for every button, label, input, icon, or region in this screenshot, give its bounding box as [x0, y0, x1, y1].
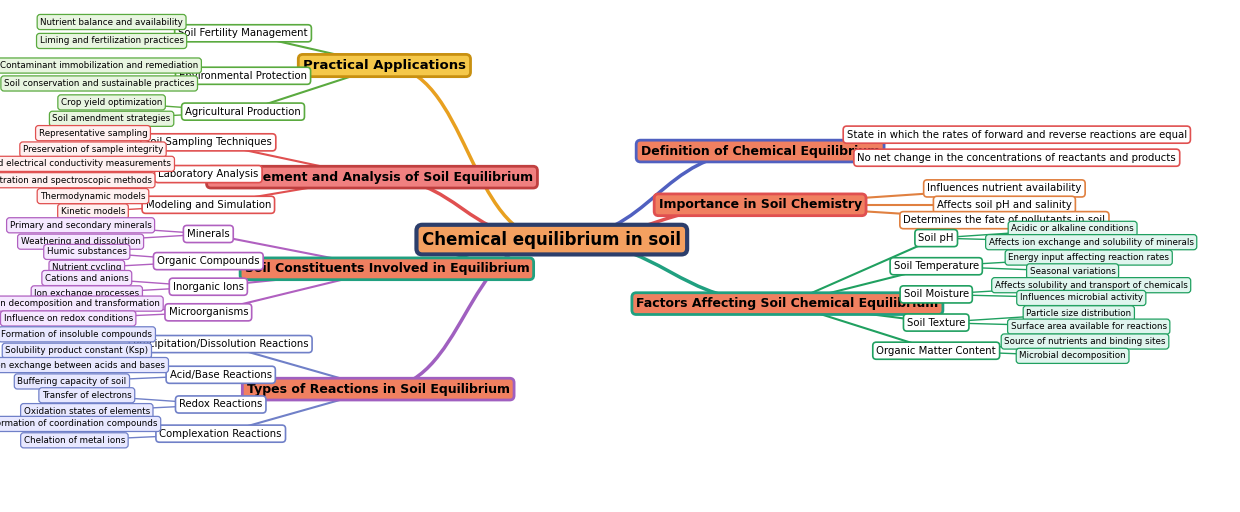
Text: Soil conservation and sustainable practices: Soil conservation and sustainable practi…	[4, 79, 195, 88]
Text: Source of nutrients and binding sites: Source of nutrients and binding sites	[1004, 337, 1166, 346]
Text: No net change in the concentrations of reactants and products: No net change in the concentrations of r…	[857, 153, 1177, 163]
Text: Oxidation states of elements: Oxidation states of elements	[24, 407, 150, 416]
Text: Formation of coordination compounds: Formation of coordination compounds	[0, 419, 157, 429]
Text: Particle size distribution: Particle size distribution	[1027, 309, 1131, 318]
Text: Liming and fertilization practices: Liming and fertilization practices	[40, 36, 184, 46]
Text: Types of Reactions in Soil Equilibrium: Types of Reactions in Soil Equilibrium	[247, 382, 510, 396]
Text: Determines the fate of pollutants in soil: Determines the fate of pollutants in soi…	[904, 215, 1105, 225]
Text: Microbial decomposition: Microbial decomposition	[1019, 351, 1126, 360]
Text: Soil amendment strategies: Soil amendment strategies	[52, 114, 171, 123]
Text: Organic Matter Content: Organic Matter Content	[877, 346, 996, 356]
Text: Formation of insoluble compounds: Formation of insoluble compounds	[1, 330, 153, 339]
Text: Agricultural Production: Agricultural Production	[185, 106, 301, 117]
Text: Soil pH: Soil pH	[919, 233, 954, 243]
Text: State in which the rates of forward and reverse reactions are equal: State in which the rates of forward and …	[847, 130, 1187, 140]
Text: Weathering and dissolution: Weathering and dissolution	[21, 237, 140, 246]
Text: Surface area available for reactions: Surface area available for reactions	[1011, 322, 1167, 331]
Text: Seasonal variations: Seasonal variations	[1029, 267, 1116, 276]
Text: Transfer of electrons: Transfer of electrons	[42, 391, 131, 400]
Text: Influences microbial activity: Influences microbial activity	[1019, 293, 1143, 303]
Text: Affects solubility and transport of chemicals: Affects solubility and transport of chem…	[994, 281, 1188, 290]
Text: Redox Reactions: Redox Reactions	[179, 399, 263, 410]
Text: Representative sampling: Representative sampling	[38, 129, 148, 138]
Text: Influence on redox conditions: Influence on redox conditions	[4, 314, 133, 323]
Text: Cations and anions: Cations and anions	[45, 273, 129, 283]
Text: Modeling and Simulation: Modeling and Simulation	[145, 200, 272, 210]
Text: Nutrient cycling: Nutrient cycling	[52, 263, 122, 272]
Text: Acidic or alkaline conditions: Acidic or alkaline conditions	[1012, 224, 1133, 233]
Text: Crop yield optimization: Crop yield optimization	[61, 98, 162, 107]
Text: Primary and secondary minerals: Primary and secondary minerals	[10, 221, 151, 230]
Text: Microorganisms: Microorganisms	[169, 307, 248, 317]
Text: Practical Applications: Practical Applications	[303, 59, 466, 72]
Text: Minerals: Minerals	[187, 229, 229, 239]
Text: Importance in Soil Chemistry: Importance in Soil Chemistry	[658, 198, 862, 211]
Text: Role in decomposition and transformation: Role in decomposition and transformation	[0, 299, 160, 308]
Text: Soil Constituents Involved in Equilibrium: Soil Constituents Involved in Equilibriu…	[244, 262, 529, 275]
Text: Inorganic Ions: Inorganic Ions	[172, 282, 244, 292]
Text: Soil Sampling Techniques: Soil Sampling Techniques	[144, 137, 273, 147]
Text: Preservation of sample integrity: Preservation of sample integrity	[22, 145, 164, 154]
Text: Affects soil pH and salinity: Affects soil pH and salinity	[937, 200, 1071, 210]
Text: Factors Affecting Soil Chemical Equilibrium: Factors Affecting Soil Chemical Equilibr…	[636, 297, 939, 310]
Text: Chelation of metal ions: Chelation of metal ions	[24, 436, 125, 445]
Text: Complexation Reactions: Complexation Reactions	[160, 429, 281, 439]
Text: Environmental Protection: Environmental Protection	[179, 71, 308, 81]
Text: Soil Texture: Soil Texture	[906, 317, 966, 328]
Text: Precipitation/Dissolution Reactions: Precipitation/Dissolution Reactions	[133, 339, 309, 349]
Text: Buffering capacity of soil: Buffering capacity of soil	[17, 377, 126, 386]
Text: Energy input affecting reaction rates: Energy input affecting reaction rates	[1008, 253, 1169, 262]
Text: Chemical equilibrium in soil: Chemical equilibrium in soil	[423, 230, 681, 249]
Text: Contaminant immobilization and remediation: Contaminant immobilization and remediati…	[0, 61, 198, 70]
Text: Humic substances: Humic substances	[47, 247, 126, 257]
Text: Ion exchange processes: Ion exchange processes	[35, 289, 139, 298]
Text: Soil Temperature: Soil Temperature	[894, 261, 978, 271]
Text: Acid/Base Reactions: Acid/Base Reactions	[170, 370, 272, 380]
Text: Nutrient balance and availability: Nutrient balance and availability	[40, 17, 184, 27]
Text: Solubility product constant (Ksp): Solubility product constant (Ksp)	[5, 346, 149, 355]
Text: Soil Fertility Management: Soil Fertility Management	[179, 28, 308, 38]
Text: Thermodynamic models: Thermodynamic models	[40, 191, 146, 201]
Text: pH and electrical conductivity measurements: pH and electrical conductivity measureme…	[0, 159, 171, 168]
Text: Titration and spectroscopic methods: Titration and spectroscopic methods	[0, 176, 153, 185]
Text: Measurement and Analysis of Soil Equilibrium: Measurement and Analysis of Soil Equilib…	[211, 170, 533, 184]
Text: Proton exchange between acids and bases: Proton exchange between acids and bases	[0, 360, 165, 370]
Text: Influences nutrient availability: Influences nutrient availability	[928, 183, 1081, 194]
Text: Definition of Chemical Equilibrium: Definition of Chemical Equilibrium	[641, 144, 879, 158]
Text: Soil Moisture: Soil Moisture	[904, 289, 968, 300]
Text: Organic Compounds: Organic Compounds	[157, 256, 259, 266]
Text: Affects ion exchange and solubility of minerals: Affects ion exchange and solubility of m…	[988, 238, 1194, 247]
Text: Laboratory Analysis: Laboratory Analysis	[159, 169, 258, 179]
Text: Kinetic models: Kinetic models	[61, 207, 125, 216]
